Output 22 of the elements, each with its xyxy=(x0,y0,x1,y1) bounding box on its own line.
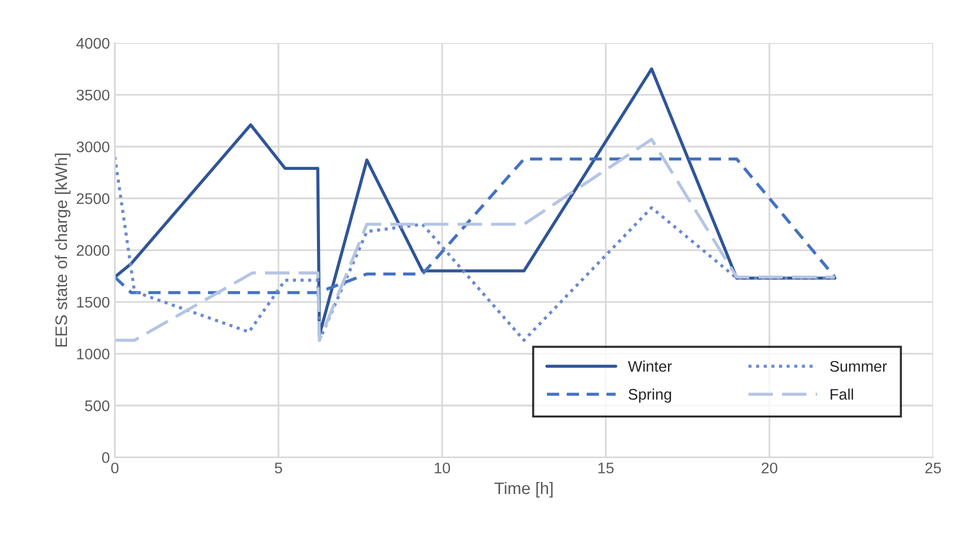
y-tick-label: 500 xyxy=(85,400,110,412)
y-axis-title: EES state of charge [kWh] xyxy=(54,154,70,347)
y-tick-label: 2500 xyxy=(76,193,110,204)
y-tick-label: 1000 xyxy=(77,348,110,360)
y-tick-label: 3500 xyxy=(76,90,110,101)
legend-label: Fall xyxy=(830,388,854,400)
x-axis-title: Time [h] xyxy=(494,482,553,498)
x-tick-label: 25 xyxy=(925,462,941,474)
legend-label: Summer xyxy=(830,360,887,372)
x-tick-label: 0 xyxy=(111,462,118,474)
legend-label: Spring xyxy=(628,388,672,403)
y-tick-label: 1500 xyxy=(77,296,110,308)
legend-label: Winter xyxy=(628,360,672,372)
x-tick-label: 20 xyxy=(762,462,778,474)
x-tick-label: 15 xyxy=(598,462,614,474)
y-tick-label: 0 xyxy=(102,452,110,463)
y-tick-label: 3000 xyxy=(76,141,110,152)
y-tick-label: 2000 xyxy=(76,245,110,256)
y-tick-label: 4000 xyxy=(76,38,110,49)
line-series xyxy=(114,158,836,294)
x-tick-label: 10 xyxy=(434,462,450,474)
x-tick-label: 5 xyxy=(274,462,282,474)
